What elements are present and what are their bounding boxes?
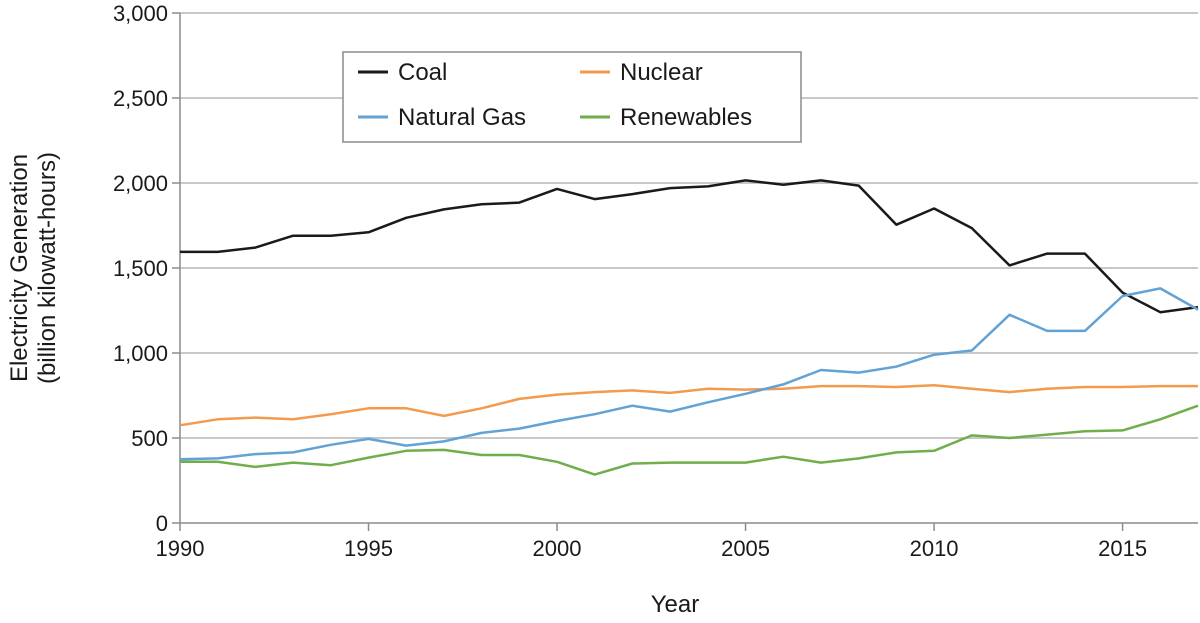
series-line-natural-gas [179, 287, 1199, 461]
legend-label-natural-gas: Natural Gas [398, 104, 526, 131]
series-line-renewables [180, 404, 1199, 476]
x-tick-label: 2015 [1098, 536, 1147, 561]
y-tick-label: 1,000 [113, 341, 168, 366]
y-tick-label: 2,000 [113, 171, 168, 196]
y-axis-title-line-1: Electricity Generation [6, 154, 33, 382]
series-lines [179, 179, 1199, 476]
y-tick-label: 0 [156, 511, 168, 536]
legend-label-nuclear: Nuclear [620, 59, 703, 86]
series-line-coal [180, 179, 1199, 314]
x-tick-label: 2010 [910, 536, 959, 561]
x-axis-title: Year [651, 591, 700, 618]
y-axis-title-line-2: (billion kilowatt-hours) [34, 152, 61, 384]
y-axis-title: Electricity Generation (billion kilowatt… [6, 152, 61, 384]
legend: Coal Nuclear Natural Gas Renewables [342, 51, 802, 143]
x-tick-label: 1995 [344, 536, 393, 561]
x-tick-label: 2000 [533, 536, 582, 561]
x-tick-label: 2005 [721, 536, 770, 561]
x-tick-label: 1990 [156, 536, 205, 561]
y-tick-label: 1,500 [113, 256, 168, 281]
series-line-nuclear [179, 384, 1198, 427]
y-tick-label: 3,000 [113, 1, 168, 26]
x-axis-ticks: 1990 1995 2000 2005 2010 2015 [156, 523, 1147, 561]
legend-label-renewables: Renewables [620, 104, 752, 131]
legend-label-coal: Coal [398, 59, 447, 86]
legend-box [342, 51, 802, 143]
y-tick-label: 2,500 [113, 86, 168, 111]
y-axis-ticks: 0 500 1,000 1,500 2,000 2,500 3,000 [113, 1, 180, 536]
y-tick-label: 500 [131, 426, 168, 451]
